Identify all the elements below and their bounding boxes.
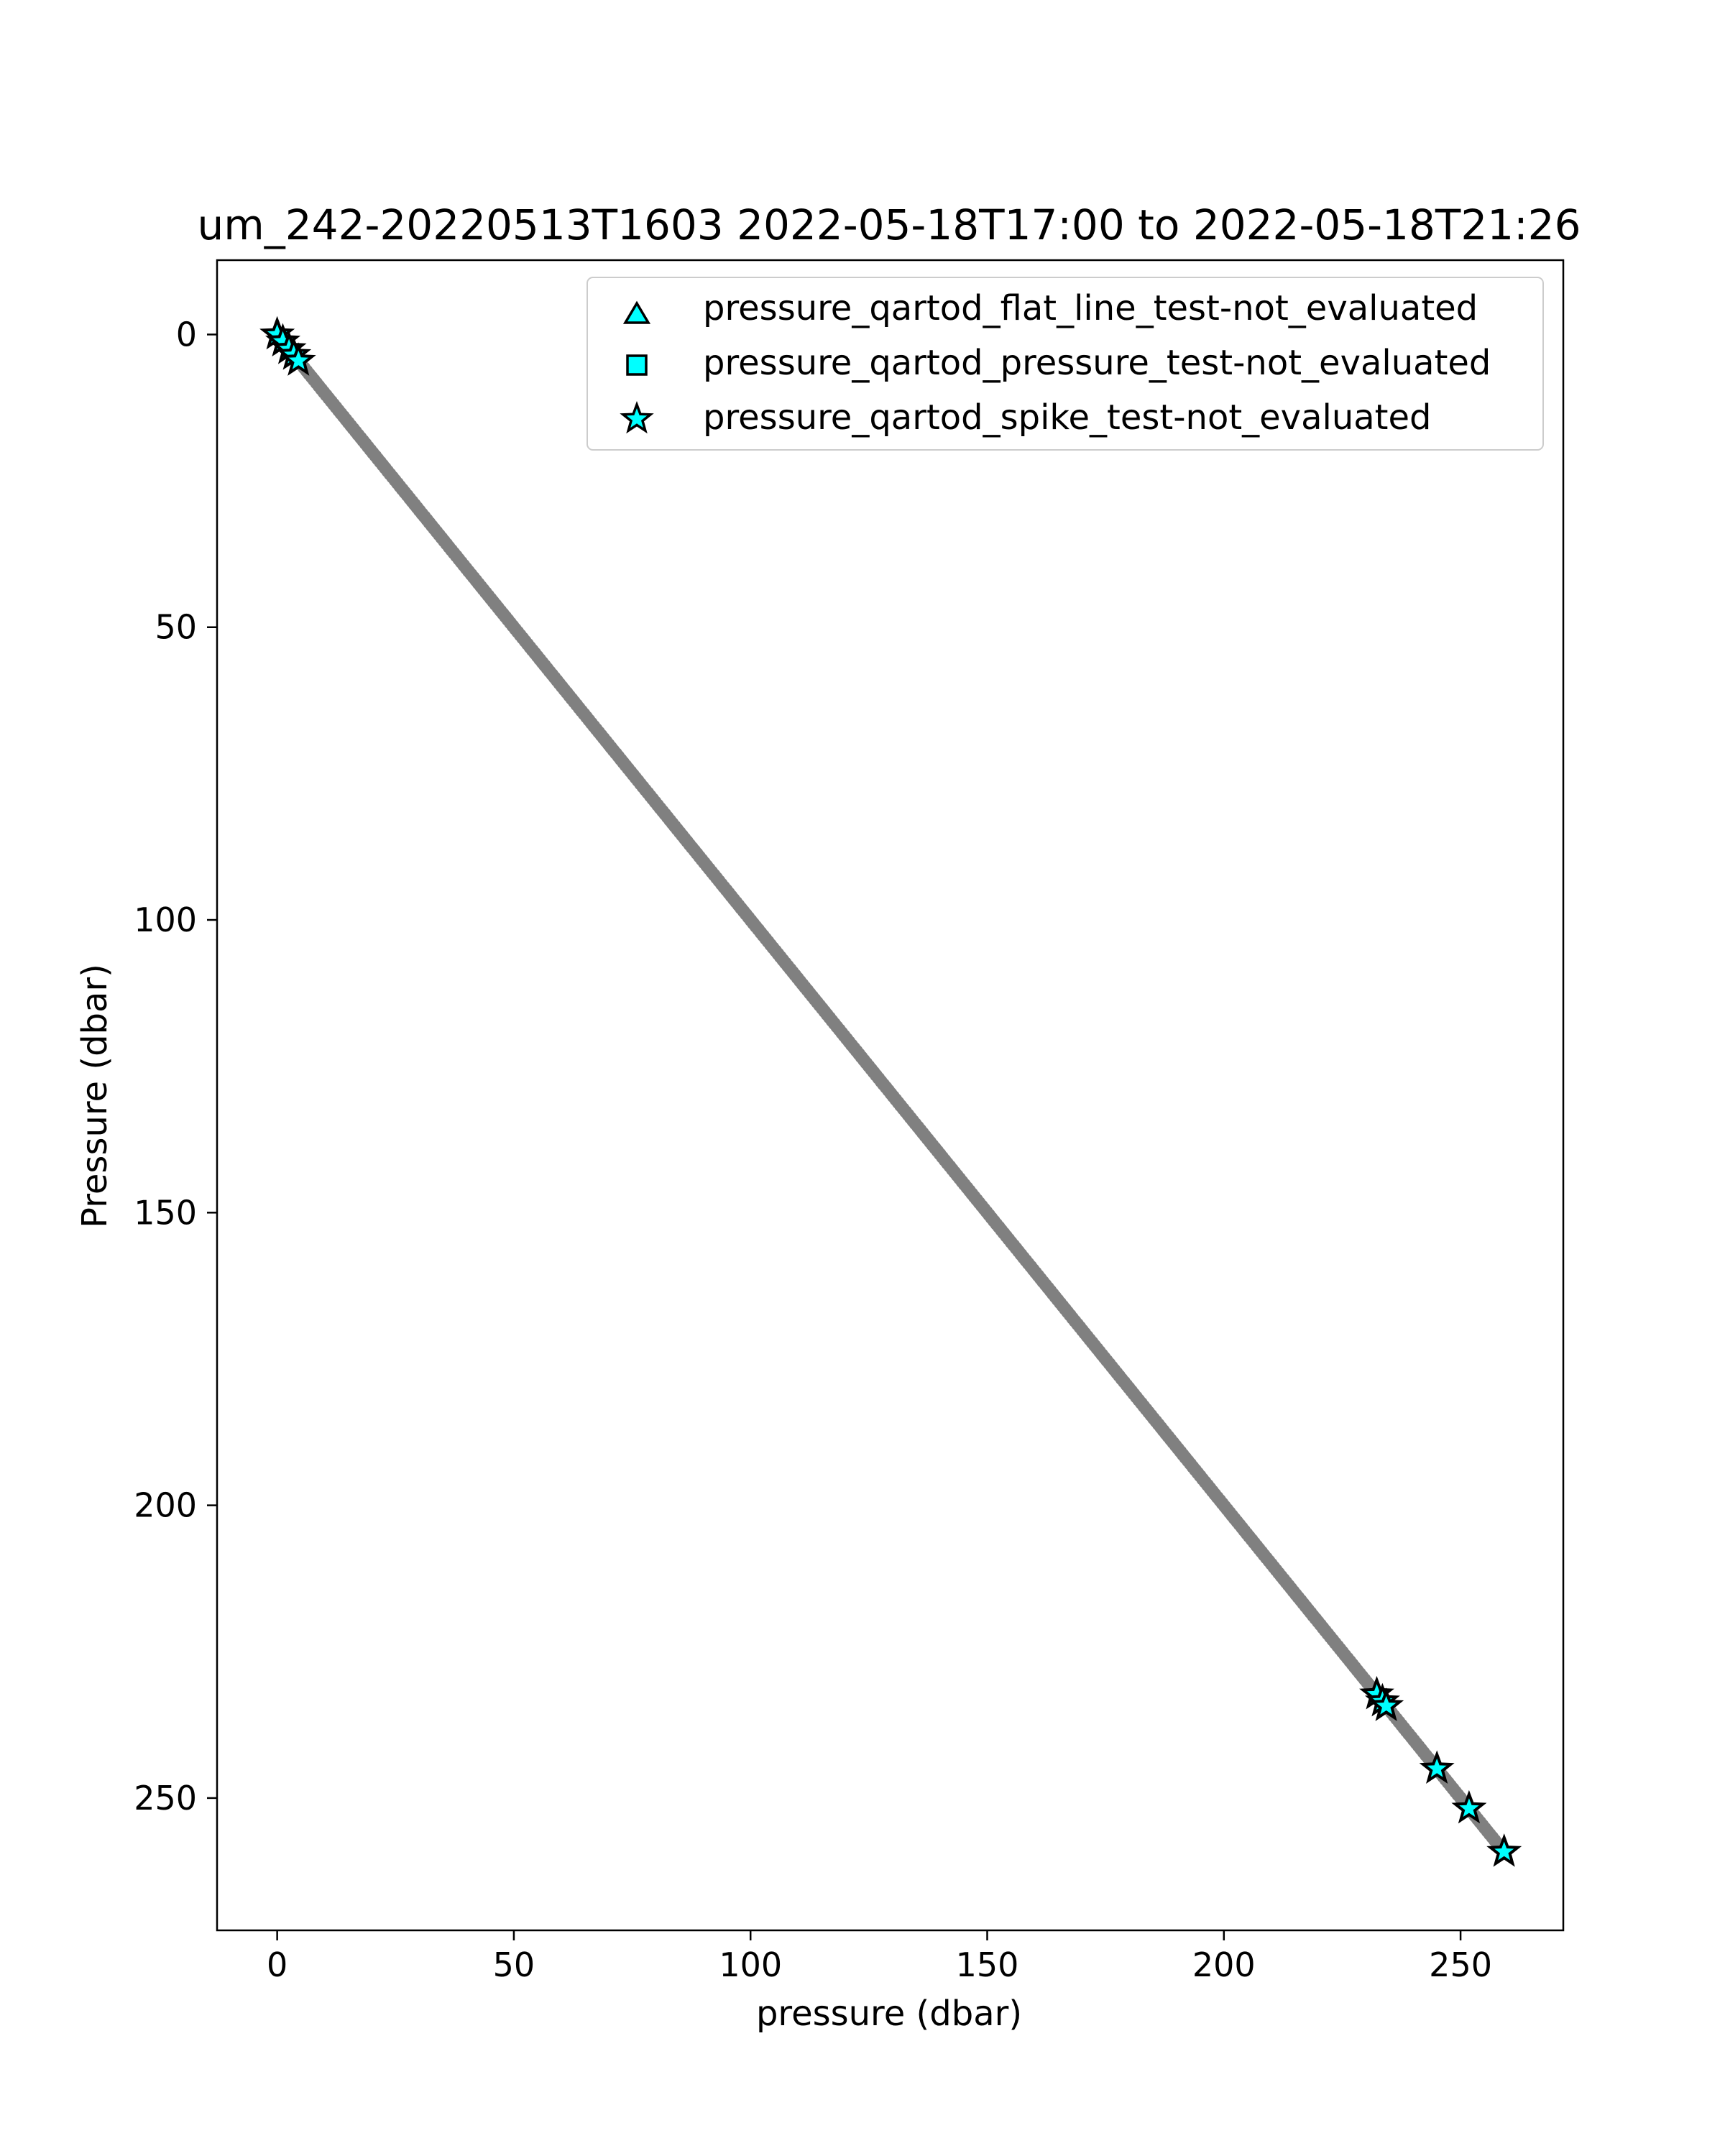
flag-markers xyxy=(259,315,1522,1867)
legend-box xyxy=(586,277,1544,451)
legend-label-flat-line-test: pressure_qartod_flat_line_test-not_evalu… xyxy=(703,288,1478,328)
spike-test-marker xyxy=(1368,1687,1404,1721)
spike-test-marker xyxy=(1419,1750,1455,1784)
spike-test-marker xyxy=(280,342,316,376)
legend-triangle-marker xyxy=(622,300,651,324)
x-tick-label: 200 xyxy=(1192,1945,1256,1984)
x-tick-label: 100 xyxy=(719,1945,782,1984)
y-axis-label: Pressure (dbar) xyxy=(75,964,115,1228)
legend-label-pressure-test: pressure_qartod_pressure_test-not_evalua… xyxy=(703,343,1491,383)
y-tick-label: 50 xyxy=(155,608,197,647)
chart-title: um_242-20220513T1603 2022-05-18T17:00 to… xyxy=(198,201,1581,249)
x-axis-ticks: 0 50 100 150 200 250 xyxy=(267,1930,1492,1984)
y-axis-ticks: 0 50 100 150 200 250 xyxy=(134,315,217,1818)
spike-test-marker xyxy=(1486,1833,1522,1867)
profile-series xyxy=(270,328,1512,1859)
x-tick-label: 50 xyxy=(493,1945,535,1984)
x-tick-label: 150 xyxy=(956,1945,1019,1984)
axes-frame xyxy=(216,259,1565,1932)
x-axis-label: pressure (dbar) xyxy=(756,1994,1022,2034)
legend: pressure_qartod_flat_line_test-not_evalu… xyxy=(586,277,1544,451)
legend-star-marker xyxy=(620,400,654,434)
legend-square-marker xyxy=(626,354,648,376)
plot-area xyxy=(259,315,1522,1867)
y-tick-label: 150 xyxy=(134,1193,197,1232)
x-tick-label: 0 xyxy=(267,1945,288,1984)
y-tick-label: 200 xyxy=(134,1486,197,1525)
x-tick-label: 250 xyxy=(1429,1945,1492,1984)
legend-label-spike-test: pressure_qartod_spike_test-not_evaluated xyxy=(703,397,1431,438)
spike-test-marker xyxy=(1451,1789,1487,1824)
y-tick-label: 100 xyxy=(134,900,197,939)
y-tick-label: 0 xyxy=(176,315,197,354)
legend-markers xyxy=(620,300,654,434)
y-tick-label: 250 xyxy=(134,1779,197,1818)
